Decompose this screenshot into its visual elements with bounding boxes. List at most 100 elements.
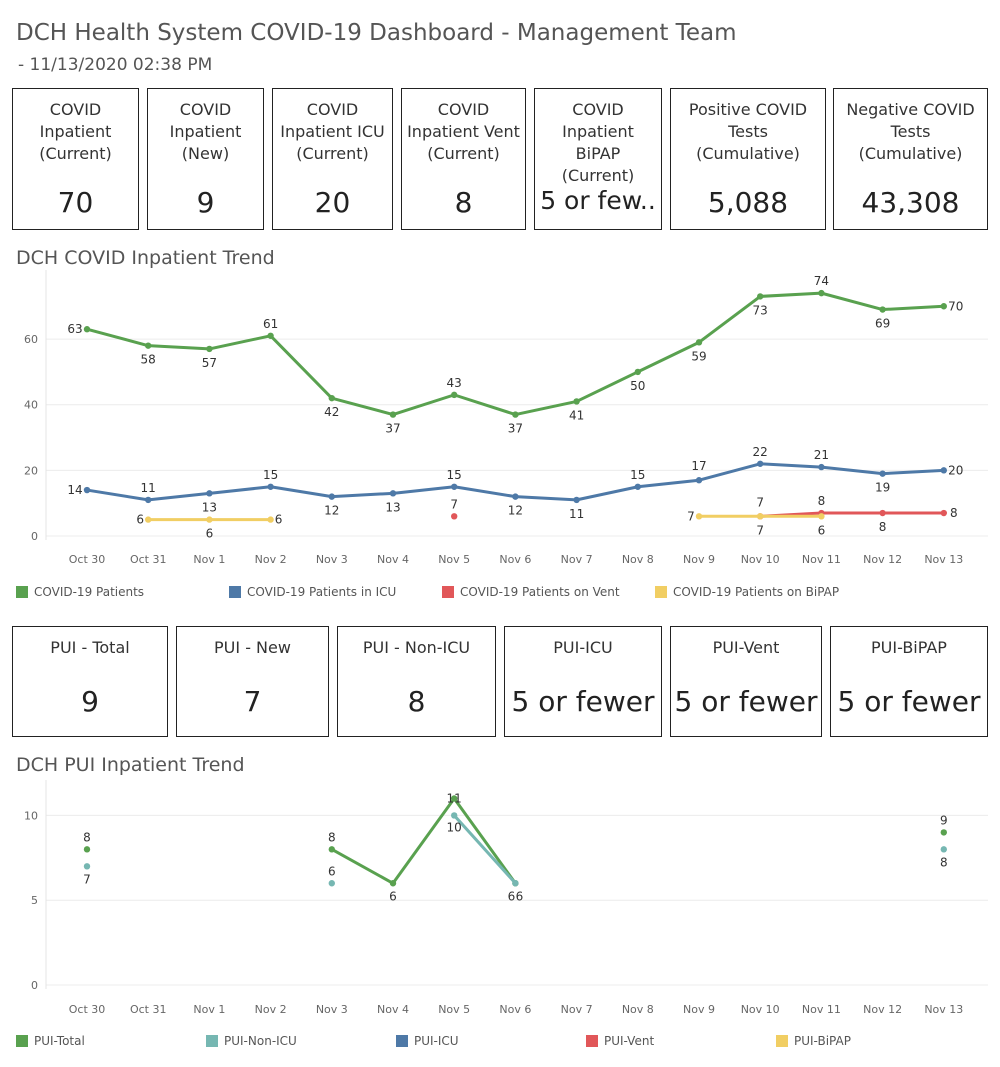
legend-item-covid-19-patients-in-icu[interactable]: COVID-19 Patients in ICU (229, 585, 396, 599)
covid-19-patients-in-icu-line-segment (391, 485, 456, 495)
pui-trend-title: DCH PUI Inpatient Trend (16, 754, 245, 776)
covid-19-patients-point (879, 306, 886, 313)
covid-19-patients-line-segment (207, 334, 273, 351)
covid-inpatient-trend-chart[interactable]: 0 20 40 60 Oct 30 Oct 31 Nov 1 Nov 2 Nov 3 Nov 4 N… (0, 270, 1000, 570)
pui-inpatient-trend-chart[interactable]: 0 5 10 Oct 30 Oct 31 Nov 1 Nov 2 Nov 3 Nov 4 Nov … (0, 780, 1000, 1020)
y-tick-label: 5 (31, 894, 38, 907)
kpi-label: PUI - Non-ICU (362, 638, 471, 657)
covid-19-patients-on-bipap-point (206, 516, 213, 523)
legend-label: PUI-BiPAP (794, 1034, 851, 1048)
pui-total-data-label: 6 (389, 889, 397, 903)
kpi-covid-inpatient-new[interactable]: COVID Inpatient (New) 9 (147, 88, 264, 230)
pui-non-icu-point (451, 812, 458, 819)
covid-19-patients-in-icu-point (634, 483, 641, 490)
legend-item-pui-icu[interactable]: PUI-ICU (396, 1034, 459, 1048)
legend-swatch (442, 586, 454, 598)
dashboard-timestamp: - 11/13/2020 02:38 PM (18, 55, 213, 75)
pui-total-point (940, 829, 947, 836)
kpi-covid-inpatient-vent[interactable]: COVID Inpatient Vent (Current) 8 (401, 88, 526, 230)
covid-19-patients-in-icu-data-label: 11 (141, 481, 156, 495)
kpi-pui-total[interactable]: PUI - Total 9 (12, 626, 168, 737)
covid-19-patients-point (573, 398, 580, 405)
covid-19-patients-on-bipap-data-label: 6 (275, 513, 283, 527)
covid-19-patients-in-icu-point (83, 486, 91, 494)
covid-19-patients-on-vent-point (879, 509, 886, 517)
pui-total-data-label: 9 (940, 813, 948, 827)
x-tick-label: Nov 10 (741, 553, 780, 566)
covid-19-patients-line-segment (636, 340, 701, 374)
covid-19-patients-line-segment (269, 334, 334, 400)
covid-19-patients-in-icu-line-segment (85, 488, 150, 502)
pui-trend-legend: PUI-Total PUI-Non-ICU PUI-ICU PUI-Vent PUI-B… (0, 1034, 1000, 1050)
legend-item-pui-bipap[interactable]: PUI-BiPAP (776, 1034, 851, 1048)
kpi-value: 20 (314, 186, 351, 219)
covid-trend-legend: COVID-19 Patients COVID-19 Patients in IC… (0, 585, 1000, 601)
covid-19-patients-on-vent-point (451, 513, 458, 520)
dashboard-title: DCH Health System COVID-19 Dashboard - M… (16, 20, 737, 46)
covid-19-patients-on-bipap-data-label: 7 (687, 509, 695, 523)
y-tick-label: 20 (24, 464, 38, 477)
kpi-pui-new[interactable]: PUI - New 7 (176, 626, 329, 737)
x-tick-label: Nov 8 (622, 1003, 654, 1016)
kpi-covid-inpatient-icu[interactable]: COVID Inpatient ICU (Current) 20 (272, 88, 393, 230)
x-tick-label: Nov 1 (193, 553, 225, 566)
pui-total-point (451, 795, 458, 802)
covid-19-patients-in-icu-data-label: 15 (263, 468, 278, 482)
pui-non-icu-data-label: 8 (940, 855, 948, 869)
covid-19-patients-data-label: 37 (385, 422, 400, 436)
kpi-covid-inpatient-current[interactable]: COVID Inpatient (Current) 70 (12, 88, 139, 230)
kpi-negative-tests[interactable]: Negative COVID Tests (Cumulative) 43,308 (833, 88, 988, 230)
pui-total-line-segment (330, 847, 395, 885)
covid-19-patients-in-icu-line-segment (513, 495, 579, 502)
kpi-pui-vent[interactable]: PUI-Vent 5 or fewer (670, 626, 822, 737)
covid-19-patients-on-vent-data-label: 8 (950, 506, 958, 520)
covid-19-patients-data-label: 42 (324, 405, 339, 419)
legend-swatch (16, 1035, 28, 1047)
legend-item-covid-19-patients-on-vent[interactable]: COVID-19 Patients on Vent (442, 585, 620, 599)
legend-item-pui-vent[interactable]: PUI-Vent (586, 1034, 654, 1048)
x-tick-label: Oct 31 (130, 553, 167, 566)
legend-item-pui-total[interactable]: PUI-Total (16, 1034, 85, 1048)
x-tick-label: Nov 2 (255, 553, 287, 566)
covid-19-patients-point (267, 332, 274, 339)
covid-19-patients-in-icu-point (757, 460, 764, 467)
x-tick-label: Nov 11 (802, 1003, 841, 1016)
legend-swatch (586, 1035, 598, 1047)
kpi-label: PUI - New (214, 638, 291, 657)
covid-19-patients-line-segment (452, 393, 517, 417)
y-tick-label: 0 (31, 530, 38, 543)
covid-19-patients-data-label: 61 (263, 317, 278, 331)
covid-19-patients-point (389, 411, 397, 418)
kpi-pui-non-icu[interactable]: PUI - Non-ICU 8 (337, 626, 496, 737)
covid-19-patients-point (940, 303, 947, 310)
covid-19-patients-data-label: 43 (447, 376, 462, 390)
covid-19-patients-data-label: 58 (141, 353, 156, 367)
kpi-covid-inpatient-bipap[interactable]: COVID Inpatient BiPAP (Current) 5 or few… (534, 88, 662, 230)
legend-item-covid-19-patients[interactable]: COVID-19 Patients (16, 585, 144, 599)
covid-19-patients-data-label: 73 (753, 303, 768, 317)
covid-19-patients-in-icu-point (940, 467, 947, 474)
kpi-positive-tests[interactable]: Positive COVID Tests (Cumulative) 5,088 (670, 88, 826, 230)
covid-trend-title: DCH COVID Inpatient Trend (16, 247, 275, 269)
pui-non-icu-data-label: 6 (516, 889, 524, 903)
covid-19-patients-point (451, 391, 458, 399)
kpi-pui-icu[interactable]: PUI-ICU 5 or fewer (504, 626, 662, 737)
covid-19-patients-in-icu-data-label: 15 (630, 468, 645, 482)
legend-item-covid-19-patients-on-bipap[interactable]: COVID-19 Patients on BiPAP (655, 585, 839, 599)
covid-19-patients-in-icu-data-label: 21 (814, 448, 829, 462)
covid-19-patients-line-segment (330, 396, 395, 417)
covid-19-patients-in-icu-line-segment (881, 468, 946, 476)
covid-19-patients-in-icu-data-label: 13 (385, 500, 400, 514)
covid-19-patients-point (695, 339, 703, 346)
kpi-pui-bipap[interactable]: PUI-BiPAP 5 or fewer (830, 626, 988, 737)
legend-item-pui-non-icu[interactable]: PUI-Non-ICU (206, 1034, 297, 1048)
kpi-value: 5 or few.. (540, 186, 656, 215)
covid-19-patients-data-label: 57 (202, 356, 217, 370)
x-tick-label: Nov 3 (316, 553, 348, 566)
covid-19-patients-on-bipap-point (695, 513, 703, 520)
covid-19-patients-in-icu-data-label: 15 (447, 468, 462, 482)
kpi-label: PUI-BiPAP (871, 638, 947, 657)
covid-19-patients-in-icu-line-segment (697, 462, 762, 482)
x-tick-label: Oct 30 (69, 1003, 106, 1016)
legend-label: COVID-19 Patients on Vent (460, 585, 620, 599)
